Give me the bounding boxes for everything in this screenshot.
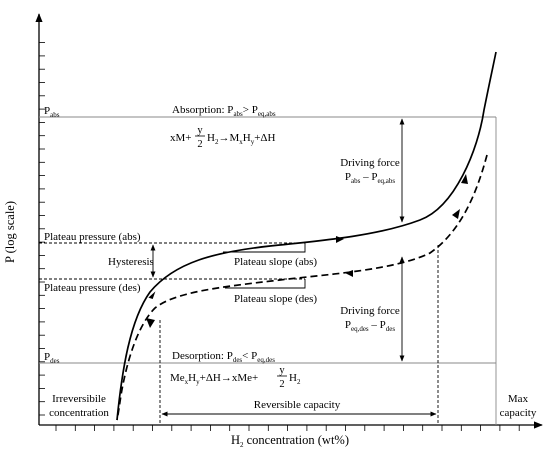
reversible-capacity-label: Reversible capacity: [254, 399, 341, 411]
svg-text:2: 2: [279, 379, 284, 390]
p-abs-label: Pabs: [44, 105, 60, 119]
absorption-direction-arrow-lower: [148, 291, 156, 299]
irreversible-label-line1: Irreversibile: [52, 393, 106, 405]
plateau-abs-label: Plateau pressure (abs): [44, 231, 141, 243]
driving-force-abs-line1: Driving force: [340, 157, 400, 169]
driving-force-des-line2: Peq,des – Pdes: [345, 319, 396, 333]
driving-force-des-line1: Driving force: [340, 305, 400, 317]
y-axis-label: P (log scale): [3, 201, 17, 263]
y-axis-ticks: [39, 42, 45, 416]
p-des-label: Pdes: [44, 351, 60, 365]
slope-abs-bracket: [223, 243, 306, 253]
x-axis-ticks: [55, 425, 520, 431]
desorption-reaction: MexHy+ΔH→xMe+ y 2 H2: [170, 365, 301, 390]
irreversible-label-line2: concentration: [49, 407, 109, 419]
absorption-direction-arrow-upper: [461, 174, 468, 184]
desorption-direction-arrow-lower: [146, 318, 155, 328]
slope-des-label: Plateau slope (des): [234, 293, 317, 305]
slope-abs-label: Plateau slope (abs): [234, 256, 317, 268]
absorption-title: Absorption: Pabs> Peq,abs: [172, 104, 276, 118]
absorption-reaction: xM+ y 2 H2→MxHy+ΔH: [170, 125, 275, 150]
svg-text:MexHy+ΔH→xMe+: MexHy+ΔH→xMe+: [170, 372, 258, 386]
x-axis-label: H2 concentration (wt%): [231, 433, 349, 449]
svg-text:H2→MxHy+ΔH: H2→MxHy+ΔH: [207, 132, 275, 146]
absorption-curve: [116, 51, 497, 421]
absorption-direction-arrow-plateau: [336, 236, 344, 243]
max-capacity-line1: Max: [508, 393, 529, 405]
plateau-des-label: Plateau pressure (des): [44, 282, 141, 294]
svg-text:xM+: xM+: [170, 132, 191, 144]
desorption-title: Desorption: Pdes< Peq,des: [172, 350, 275, 364]
svg-text:y: y: [279, 365, 285, 376]
max-capacity-line2: capacity: [500, 407, 537, 419]
desorption-direction-arrow-upper: [452, 209, 460, 219]
slope-des-bracket: [225, 279, 306, 289]
desorption-direction-arrow-plateau: [345, 270, 353, 277]
desorption-curve: [116, 154, 488, 421]
svg-text:y: y: [197, 125, 203, 136]
hysteresis-label: Hysteresis: [108, 256, 154, 268]
svg-text:H2: H2: [289, 372, 301, 386]
driving-force-abs-line2: Pabs – Peq,abs: [345, 171, 396, 185]
svg-text:2: 2: [197, 139, 202, 150]
